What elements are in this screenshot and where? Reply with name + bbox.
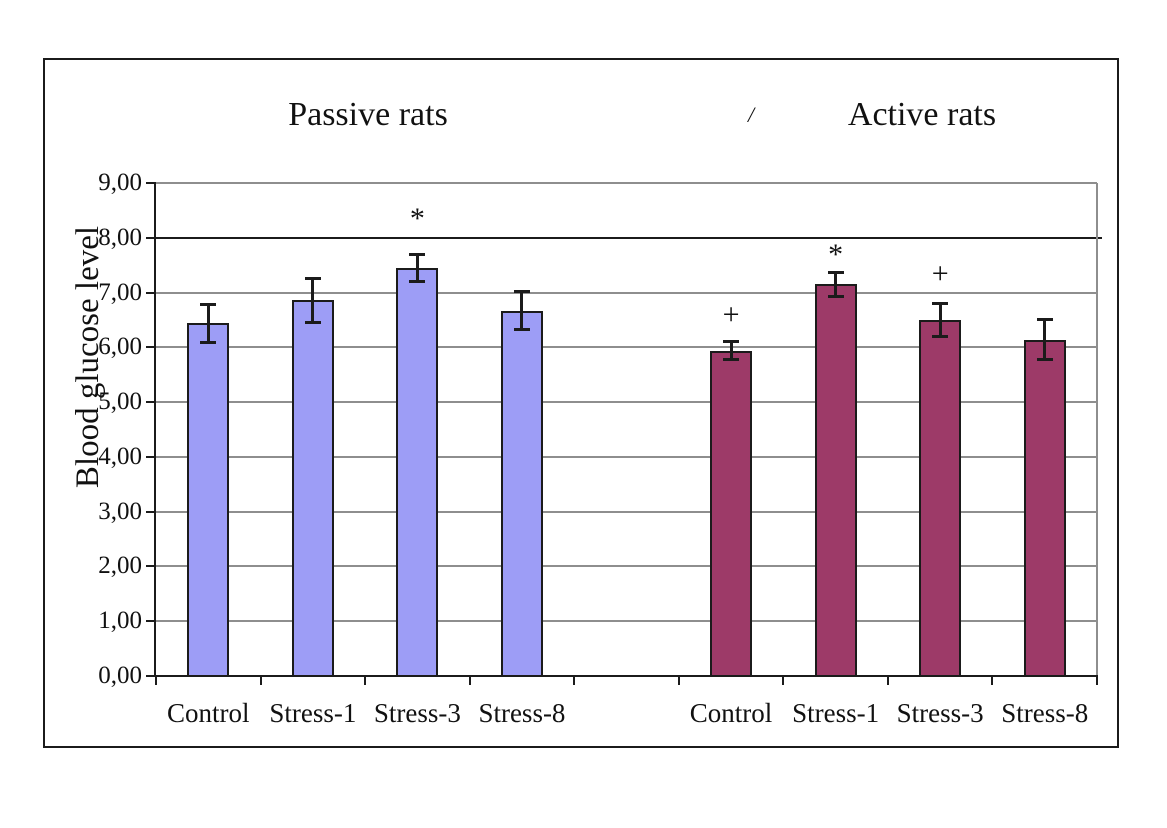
error-bar-cap — [932, 301, 949, 305]
bar-active-stress-3 — [919, 319, 962, 677]
bar-passive-stress-8 — [500, 310, 543, 677]
gridline — [156, 401, 1097, 404]
y-tick-label: 3,00 — [98, 497, 142, 525]
gridline — [156, 455, 1097, 458]
error-bar-line — [206, 303, 210, 343]
error-bar-line — [729, 340, 733, 361]
x-axis-tick — [468, 676, 471, 685]
right-group-title: Active rats — [847, 96, 997, 133]
error-bar-line — [834, 271, 838, 297]
y-axis-tick — [146, 291, 156, 294]
y-axis-tick — [146, 675, 156, 677]
y-axis-tick — [146, 565, 156, 568]
error-bar-cap — [723, 339, 740, 343]
bar-passive-stress-3 — [396, 267, 439, 677]
error-bar-cap — [723, 358, 740, 362]
y-tick-label: 5,00 — [98, 388, 142, 416]
y-axis-tick — [146, 510, 156, 513]
gridline — [156, 620, 1097, 623]
plot-right-border — [1096, 183, 1098, 676]
x-category-label: Stress-8 — [1001, 698, 1089, 728]
significance-marker: * — [828, 237, 844, 271]
x-axis-tick — [259, 676, 262, 685]
error-bar-cap — [409, 280, 426, 284]
gridline — [156, 182, 1097, 184]
error-bar-cap — [513, 327, 530, 331]
stray-mark: / — [748, 102, 755, 127]
error-bar-cap — [827, 294, 844, 298]
y-tick-label: 2,00 — [98, 552, 142, 580]
error-bar-line — [311, 277, 315, 323]
significance-marker: + — [722, 298, 740, 332]
error-bar-cap — [827, 270, 844, 274]
error-bar-line — [1043, 318, 1047, 361]
left-group-title: Passive rats — [288, 96, 448, 133]
y-axis-tick — [146, 401, 156, 404]
y-tick-label: 0,00 — [98, 662, 142, 689]
error-bar-cap — [409, 252, 426, 256]
x-category-label: Stress-1 — [792, 698, 880, 728]
y-tick-label: 7,00 — [98, 278, 142, 306]
bar-passive-stress-1 — [291, 300, 334, 677]
y-axis-tick — [146, 620, 156, 623]
error-bar-line — [520, 291, 524, 330]
error-bar-cap — [304, 276, 321, 280]
bar-active-stress-8 — [1023, 339, 1066, 677]
bar-active-control — [710, 350, 753, 677]
x-category-label: Control — [689, 698, 773, 728]
error-bar-line — [415, 253, 419, 283]
error-bar-cap — [932, 334, 949, 338]
bar-passive-control — [187, 323, 230, 677]
gridline — [156, 291, 1097, 294]
x-category-label: Stress-1 — [269, 698, 357, 728]
y-axis-tick — [146, 236, 156, 239]
x-axis-tick — [573, 676, 576, 685]
bar-active-stress-1 — [814, 284, 857, 677]
x-axis-tick — [364, 676, 367, 685]
significance-marker: * — [409, 201, 425, 235]
error-bar-cap — [1036, 317, 1053, 321]
gridline — [156, 346, 1097, 349]
y-axis-tick — [146, 182, 156, 184]
x-axis — [154, 675, 1098, 677]
x-axis-tick — [155, 676, 157, 685]
x-axis-tick — [1096, 676, 1098, 685]
gridline — [156, 565, 1097, 568]
significance-marker: + — [931, 257, 949, 291]
y-axis — [154, 182, 156, 677]
y-tick-label: 4,00 — [98, 442, 142, 470]
y-tick-label: 9,00 — [98, 169, 142, 196]
error-bar-line — [938, 302, 942, 337]
y-tick-label: 1,00 — [98, 607, 142, 635]
x-category-label: Stress-3 — [896, 698, 984, 728]
error-bar-cap — [200, 340, 217, 344]
x-axis-tick — [991, 676, 994, 685]
x-axis-tick — [886, 676, 889, 685]
y-tick-label: 6,00 — [98, 333, 142, 361]
gridline-emphasis — [156, 236, 1102, 239]
gridline — [156, 510, 1097, 513]
error-bar-cap — [304, 320, 321, 324]
y-axis-tick — [146, 346, 156, 349]
error-bar-cap — [513, 290, 530, 294]
x-category-label: Stress-8 — [478, 698, 566, 728]
y-axis-tick — [146, 455, 156, 458]
y-tick-label: 8,00 — [98, 223, 142, 251]
x-axis-tick — [782, 676, 785, 685]
error-bar-cap — [1036, 358, 1053, 362]
x-axis-tick — [677, 676, 680, 685]
error-bar-cap — [200, 302, 217, 306]
x-category-label: Control — [167, 698, 250, 728]
x-category-label: Stress-3 — [373, 698, 461, 728]
